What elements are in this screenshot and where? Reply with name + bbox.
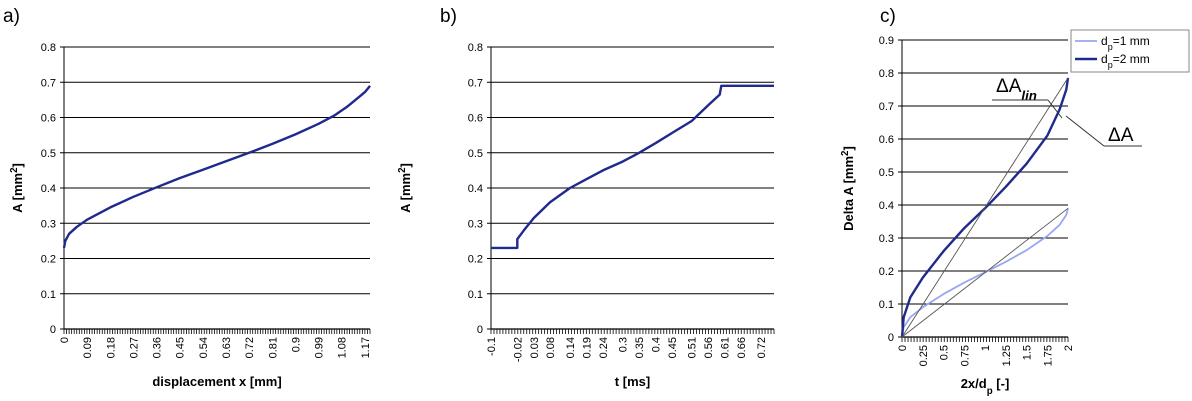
x-tick-label: 0.36 [152, 337, 164, 358]
y-axis-title: A [mm2] [9, 163, 26, 213]
y-tick-label: 0.6 [468, 113, 483, 125]
y-tick-label: 0 [477, 324, 483, 336]
x-tick-label: 0.51 [687, 337, 699, 358]
x-tick-label: 1.5 [1022, 345, 1034, 360]
y-tick-label: 0.4 [468, 183, 483, 195]
y-axis-title: A [mm2] [397, 163, 414, 213]
legend-entry: dp=2 mm [1101, 52, 1150, 70]
y-tick-label: 0.5 [879, 167, 894, 179]
x-tick-label: 0.4 [651, 337, 663, 352]
panel-label: c) [880, 6, 896, 27]
panel-label: a) [3, 6, 20, 27]
x-tick-label: 0.25 [918, 345, 930, 366]
x-tick-label: 0.35 [634, 337, 646, 358]
x-tick-label: 0.72 [756, 337, 768, 358]
x-tick-label: 0.09 [82, 337, 94, 358]
y-tick-label: 0.7 [468, 77, 483, 89]
y-tick-label: 0.5 [468, 148, 483, 160]
y-tick-label: 0.1 [41, 289, 56, 301]
x-tick-label: 0.19 [581, 337, 593, 358]
y-tick-label: 0.3 [41, 218, 56, 230]
series-line [62, 85, 371, 249]
y-axis-title: Delta A [mm2] [840, 146, 857, 231]
x-tick-label: 1.25 [1001, 345, 1013, 366]
y-tick-label: 0.4 [41, 183, 56, 195]
y-tick-label: 0.9 [879, 35, 894, 47]
annotation-delta-a: ΔA [1108, 125, 1134, 146]
linear-reference-line [901, 77, 1069, 338]
x-tick-label: 0.75 [959, 345, 971, 366]
series-line [491, 84, 774, 250]
x-tick-label: 0.08 [545, 337, 557, 358]
x-tick-label: 0.99 [314, 337, 326, 358]
x-tick-label: 0.56 [703, 337, 715, 358]
y-tick-label: 0.1 [879, 299, 894, 311]
chart-panel-2: b) 0 0.1 0.2 0.3 0.4 0.5 0.6 0.7 0.8 -0.1 -0.02 0.03… [397, 6, 775, 389]
x-tick-label: 1 [980, 345, 992, 351]
chart-panel-1: a) 0 0.1 0.2 0.3 0.4 0.5 0.6 0.7 0.8 0 0.09 0.18 0.27… [3, 6, 372, 389]
y-tick-label: 0.5 [41, 148, 56, 160]
y-tick-label: 0.1 [468, 289, 483, 301]
x-tick-label: 0.24 [598, 337, 610, 358]
x-tick-label: 0.27 [128, 337, 140, 358]
x-tick-label: 0.9 [290, 337, 302, 352]
x-tick-label: 0.61 [720, 337, 732, 358]
y-tick-label: 0.2 [879, 266, 894, 278]
x-tick-label: 0.5 [939, 345, 951, 360]
x-tick-label: -0.02 [512, 337, 524, 362]
panel-label: b) [440, 6, 457, 27]
y-tick-label: 0.8 [879, 68, 894, 80]
x-tick-label: -0.1 [486, 337, 498, 356]
y-tick-label: 0.7 [879, 101, 894, 113]
annotation-leader [1047, 99, 1063, 119]
x-tick-label: 0.03 [529, 337, 541, 358]
x-axis-title: displacement x [mm] [152, 374, 281, 389]
chart-panel-3: c) 0 0.1 0.2 0.3 0.4 0.5 0.6 0.7 0.8 0.9 0 0.25 0.5 0.… [840, 6, 1190, 397]
series-line-dp-2-mm [900, 77, 1070, 338]
annotation-delta-a-lin: ΔAlin [996, 76, 1037, 103]
annotation-leader [1065, 115, 1105, 147]
x-tick-label: 0.45 [175, 337, 187, 358]
y-tick-label: 0.2 [41, 254, 56, 266]
y-tick-label: 0.6 [41, 113, 56, 125]
x-tick-label: 0.54 [198, 337, 210, 358]
x-tick-label: 0.63 [221, 337, 233, 358]
x-tick-label: 0.66 [736, 337, 748, 358]
x-tick-label: 0.18 [105, 337, 117, 358]
x-tick-label: 1.08 [337, 337, 349, 358]
x-tick-label: 0 [59, 337, 71, 343]
y-tick-label: 0.8 [468, 42, 483, 54]
y-tick-label: 0.2 [468, 254, 483, 266]
x-tick-label: 0.72 [244, 337, 256, 358]
x-axis-title: 2x/dp [-] [961, 376, 1010, 397]
y-tick-label: 0.7 [41, 77, 56, 89]
x-tick-label: 2 [1063, 345, 1075, 351]
x-tick-label: 1.17 [360, 337, 372, 358]
x-tick-label: 0.81 [267, 337, 279, 358]
y-tick-label: 0.4 [879, 200, 894, 212]
y-tick-label: 0.3 [468, 218, 483, 230]
y-tick-label: 0.8 [41, 42, 56, 54]
y-tick-label: 0 [888, 332, 894, 344]
x-tick-label: 0.14 [565, 337, 577, 358]
y-tick-label: 0.6 [879, 134, 894, 146]
linear-reference-line [901, 207, 1069, 338]
legend-entry: dp=1 mm [1101, 34, 1150, 52]
y-tick-label: 0.3 [879, 233, 894, 245]
x-tick-label: 1.75 [1042, 345, 1054, 366]
x-tick-label: 0.45 [667, 337, 679, 358]
x-tick-label: 0.3 [618, 337, 630, 352]
x-tick-label: 0 [897, 345, 909, 351]
legend-box [1070, 29, 1190, 73]
x-axis-title: t [ms] [615, 374, 650, 389]
y-tick-label: 0 [50, 324, 56, 336]
